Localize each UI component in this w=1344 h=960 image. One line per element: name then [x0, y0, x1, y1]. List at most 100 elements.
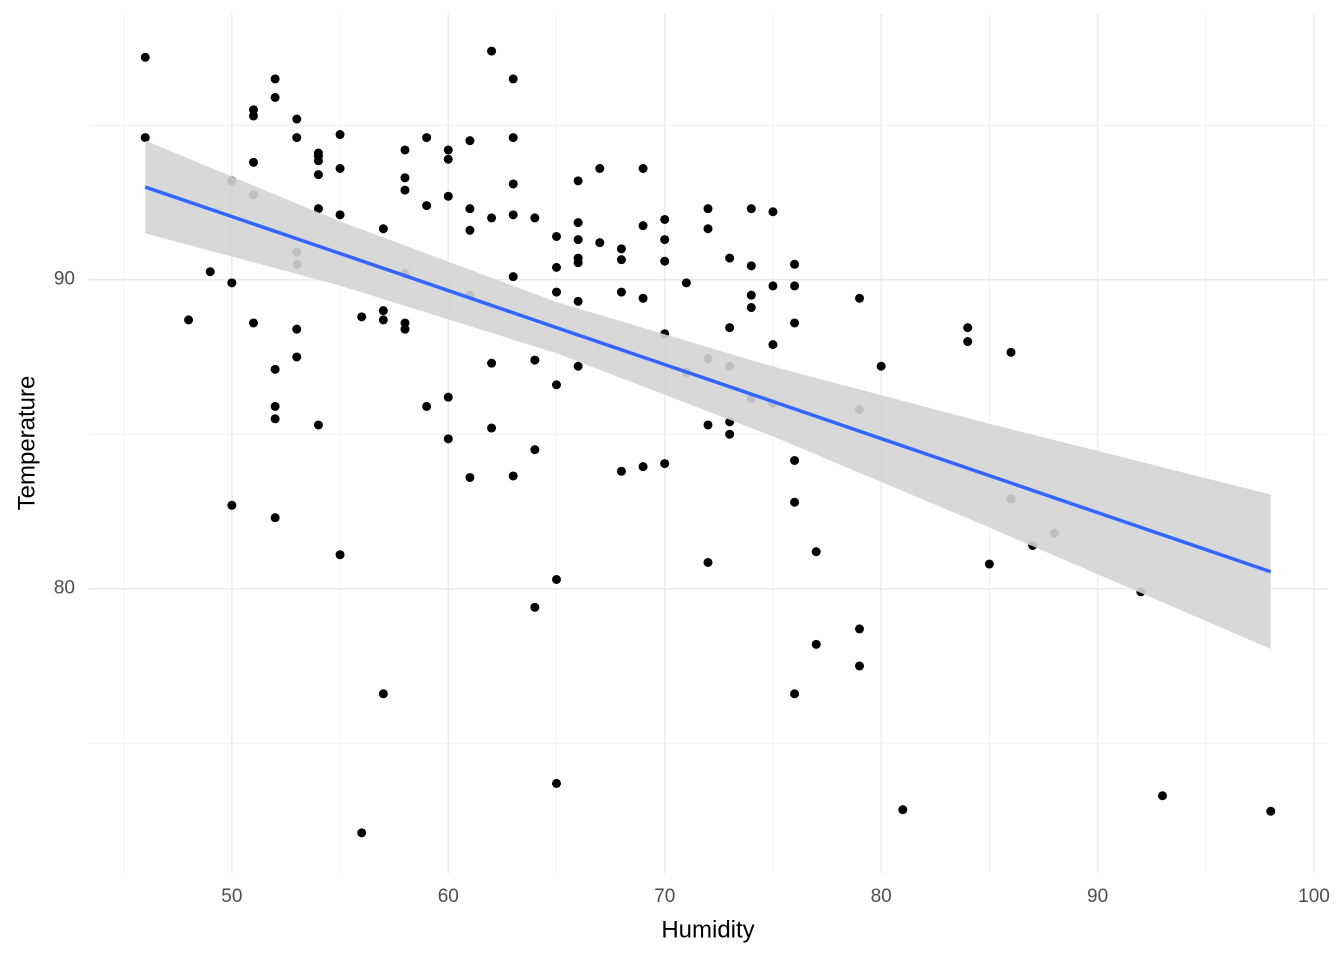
point: [465, 472, 475, 482]
point: [616, 466, 626, 476]
point: [573, 258, 583, 268]
point: [595, 238, 605, 248]
point: [270, 92, 280, 102]
point: [530, 445, 540, 455]
point: [746, 303, 756, 313]
point: [270, 401, 280, 411]
point: [638, 462, 648, 472]
point: [422, 201, 432, 211]
point: [790, 455, 800, 465]
point: [335, 210, 345, 220]
point: [400, 173, 410, 183]
point: [443, 392, 453, 402]
point: [378, 315, 388, 325]
point: [573, 361, 583, 371]
point: [660, 459, 670, 469]
point: [378, 689, 388, 699]
point: [508, 272, 518, 282]
point: [1158, 791, 1168, 801]
point: [248, 111, 258, 121]
y-tick-label: 80: [54, 578, 75, 599]
point: [811, 547, 821, 557]
x-axis-title: Humidity: [661, 916, 754, 943]
point: [660, 256, 670, 266]
point: [378, 306, 388, 316]
point: [551, 262, 561, 272]
point: [270, 513, 280, 523]
point: [335, 130, 345, 140]
point: [638, 293, 648, 303]
point: [248, 105, 258, 115]
point: [703, 204, 713, 214]
point: [746, 261, 756, 271]
point: [443, 191, 453, 201]
point: [400, 318, 410, 328]
point: [313, 170, 323, 180]
point: [465, 225, 475, 235]
point: [768, 207, 778, 217]
point: [616, 244, 626, 254]
point: [660, 214, 670, 224]
point: [811, 639, 821, 649]
point: [400, 324, 410, 334]
point: [140, 52, 150, 62]
point: [357, 312, 367, 322]
x-tick-label: 80: [871, 886, 892, 907]
point: [292, 114, 302, 124]
point: [205, 267, 215, 277]
point: [855, 661, 865, 671]
point: [790, 318, 800, 328]
point: [898, 805, 908, 815]
point: [703, 420, 713, 430]
point: [313, 156, 323, 166]
point: [335, 163, 345, 173]
point: [140, 133, 150, 143]
point: [573, 218, 583, 228]
point: [508, 74, 518, 84]
x-tick-label: 90: [1087, 886, 1108, 907]
point: [595, 163, 605, 173]
point: [746, 290, 756, 300]
point: [530, 602, 540, 612]
point: [465, 136, 475, 146]
point: [790, 281, 800, 291]
point: [963, 323, 973, 333]
x-tick-label: 50: [221, 886, 242, 907]
point: [746, 204, 756, 214]
point: [357, 828, 367, 838]
point: [508, 133, 518, 143]
point: [855, 293, 865, 303]
point: [270, 74, 280, 84]
point: [638, 163, 648, 173]
point: [768, 340, 778, 350]
point: [703, 557, 713, 567]
point: [184, 315, 194, 325]
x-tick-label: 60: [438, 886, 459, 907]
point: [551, 778, 561, 788]
x-tick-label: 100: [1298, 886, 1330, 907]
point: [551, 574, 561, 584]
point: [790, 259, 800, 269]
point: [422, 401, 432, 411]
point: [638, 221, 648, 231]
point: [292, 133, 302, 143]
point: [725, 253, 735, 263]
point: [335, 550, 345, 560]
point: [551, 231, 561, 241]
point: [790, 689, 800, 699]
point: [963, 337, 973, 347]
point: [443, 154, 453, 164]
point: [292, 324, 302, 334]
point: [616, 255, 626, 265]
point: [530, 213, 540, 223]
point: [660, 235, 670, 245]
point: [400, 185, 410, 195]
point: [487, 213, 497, 223]
point: [855, 624, 865, 634]
point: [573, 296, 583, 306]
point: [984, 559, 994, 569]
point: [465, 204, 475, 214]
point: [422, 133, 432, 143]
